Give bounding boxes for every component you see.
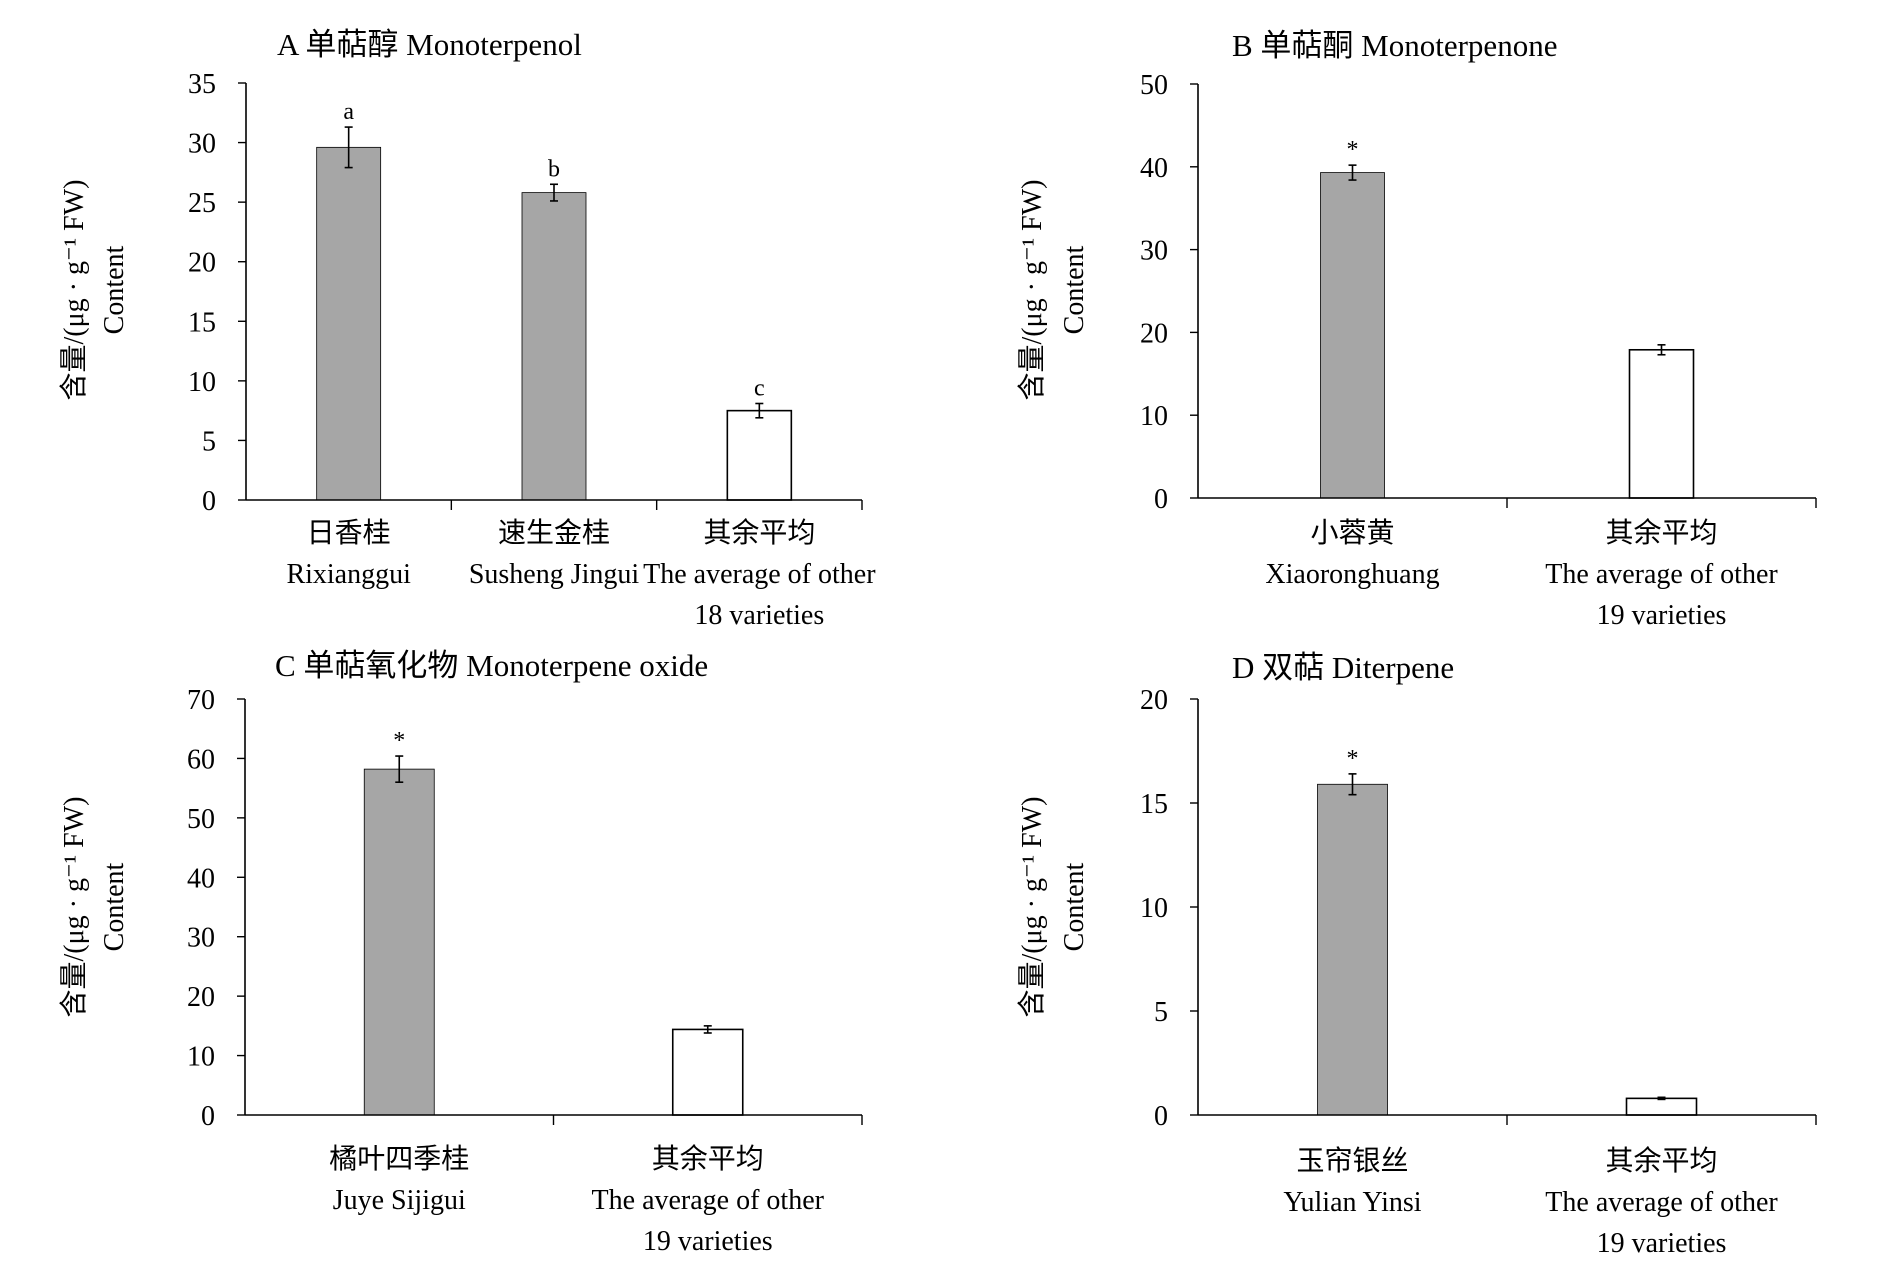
significance-label-0: *: [1347, 137, 1359, 163]
category-label-1-0: 其余平均: [1605, 1145, 1717, 1177]
significance-label-0: a: [343, 99, 354, 125]
y-axis-label: 含量/(μg · g⁻¹ FW): [58, 797, 90, 1018]
category-label-1-0: 其余平均: [1605, 517, 1717, 549]
bar-0: [1317, 783, 1388, 1116]
y-tick-label-2: 20: [1140, 318, 1168, 349]
bar-0: [363, 768, 435, 1116]
category-label-0-1: Juye Sijigui: [333, 1185, 466, 1216]
y-tick-label-7: 70: [187, 685, 215, 716]
y-axis-label-en: Content: [99, 862, 130, 951]
category-label-1-1: Susheng Jingui: [469, 559, 640, 590]
panel-title: B 单萜酮 Monoterpenone: [1232, 28, 1557, 63]
y-tick-label-1: 5: [202, 426, 216, 457]
category-label-0-0: 橘叶四季桂: [329, 1143, 469, 1175]
category-label-2-1: The average of other: [643, 559, 876, 590]
y-tick-label-0: 0: [1154, 484, 1168, 515]
panel-title: D 双萜 Diterpene: [1232, 650, 1454, 685]
category-label-1-2: 19 varieties: [1597, 1228, 1727, 1259]
y-tick-label-2: 20: [187, 982, 215, 1013]
category-label-0-0: 玉帘银丝: [1296, 1145, 1408, 1177]
y-tick-label-0: 0: [201, 1101, 215, 1132]
y-axis-label: 含量/(μg · g⁻¹ FW): [1016, 180, 1048, 401]
y-axis-label: 含量/(μg · g⁻¹ FW): [1016, 797, 1048, 1018]
y-tick-label-4: 20: [1140, 685, 1168, 716]
bar-0: [316, 146, 382, 501]
y-tick-label-4: 40: [187, 863, 215, 894]
y-tick-label-2: 10: [1140, 893, 1168, 924]
panel-title: C 单萜氧化物 Monoterpene oxide: [275, 648, 708, 683]
category-label-1-0: 其余平均: [652, 1143, 764, 1175]
y-tick-label-4: 40: [1140, 153, 1168, 184]
y-tick-label-3: 15: [1140, 789, 1168, 820]
y-tick-label-3: 30: [1140, 236, 1168, 267]
y-axis-label-en: Content: [1059, 245, 1090, 334]
y-axis-label-en: Content: [1059, 862, 1090, 951]
y-axis-label-en: Content: [99, 245, 130, 334]
category-label-1-2: 19 varieties: [643, 1226, 773, 1257]
bar-1: [521, 192, 587, 501]
significance-label-0: *: [1347, 746, 1359, 772]
category-label-0-1: Yulian Yinsi: [1283, 1187, 1421, 1218]
bar-1: [1628, 348, 1695, 499]
category-label-0-0: 小蓉黄: [1310, 517, 1394, 549]
bar-0: [1320, 172, 1385, 499]
category-label-1-1: The average of other: [592, 1185, 825, 1216]
category-label-0-0: 日香桂: [307, 517, 391, 549]
y-tick-label-1: 5: [1154, 997, 1168, 1028]
y-tick-label-4: 20: [188, 248, 216, 279]
y-tick-label-6: 60: [187, 744, 215, 775]
bar-1: [1625, 1097, 1698, 1116]
category-label-1-0: 速生金桂: [498, 517, 610, 549]
category-label-1-1: The average of other: [1545, 1187, 1778, 1218]
y-tick-label-6: 30: [188, 129, 216, 160]
category-label-1-1: The average of other: [1545, 559, 1778, 590]
y-tick-label-3: 30: [187, 923, 215, 954]
y-tick-label-1: 10: [1140, 401, 1168, 432]
y-tick-label-2: 10: [188, 367, 216, 398]
category-label-0-1: Xiaoronghuang: [1265, 559, 1439, 590]
y-tick-label-5: 50: [1140, 70, 1168, 101]
significance-label-0: *: [393, 728, 405, 754]
bar-2: [726, 409, 793, 501]
category-label-0-1: Rixianggui: [286, 559, 411, 590]
y-tick-label-3: 15: [188, 307, 216, 338]
y-tick-label-5: 25: [188, 188, 216, 219]
y-tick-label-0: 0: [1154, 1101, 1168, 1132]
y-tick-label-0: 0: [202, 486, 216, 517]
y-tick-label-1: 10: [187, 1042, 215, 1073]
significance-label-2: c: [754, 375, 765, 401]
category-label-1-2: 19 varieties: [1597, 600, 1727, 631]
bar-1: [671, 1028, 744, 1116]
y-axis-label: 含量/(μg · g⁻¹ FW): [58, 180, 90, 401]
category-label-2-0: 其余平均: [703, 517, 815, 549]
category-label-2-2: 18 varieties: [694, 600, 824, 631]
significance-label-1: b: [548, 156, 560, 182]
y-tick-label-5: 50: [187, 804, 215, 835]
panel-title: A 单萜醇 Monoterpenol: [277, 27, 582, 62]
y-tick-label-7: 35: [188, 69, 216, 100]
